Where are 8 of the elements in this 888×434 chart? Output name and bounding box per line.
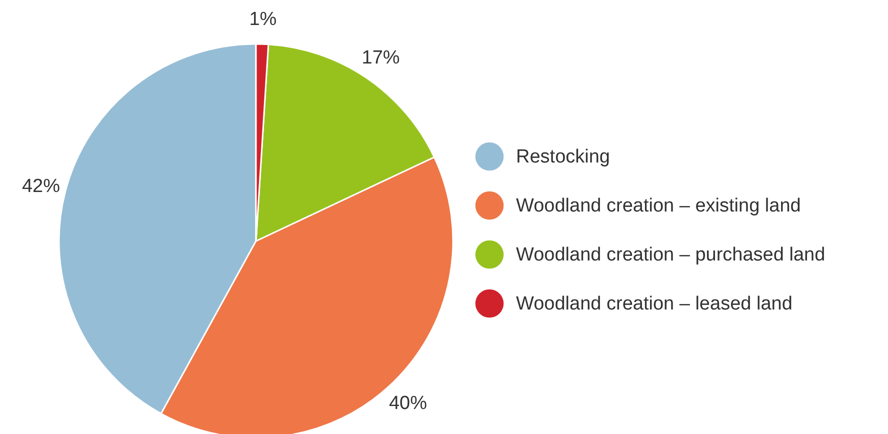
legend-label: Woodland creation – purchased land [516, 244, 826, 266]
data-label: 17% [362, 47, 400, 68]
data-label: 40% [388, 392, 428, 414]
legend-label: Woodland creation – existing land [516, 196, 801, 216]
legend-label: Restocking [516, 146, 610, 168]
legend-label: Woodland creation – leased land [516, 294, 792, 314]
data-label: 42% [22, 176, 60, 197]
data-label: 1% [249, 9, 277, 30]
